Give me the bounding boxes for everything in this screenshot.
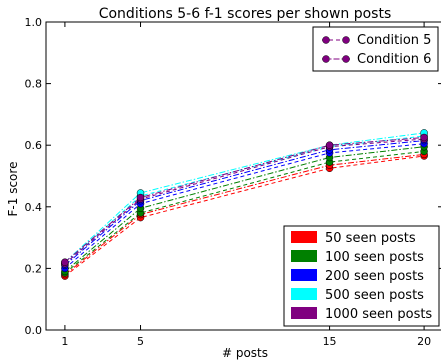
y-tick-label: 0.4 xyxy=(25,201,43,214)
color-legend: 50 seen posts 100 seen posts 200 seen post… xyxy=(283,225,440,327)
legend-label-condition-6: Condition 6 xyxy=(357,52,431,67)
chart-title: Conditions 5-6 f-1 scores per shown post… xyxy=(99,6,392,22)
series-line xyxy=(64,132,425,263)
x-tick-label: 20 xyxy=(417,335,431,348)
data-point xyxy=(136,193,145,202)
series-layer xyxy=(61,129,428,280)
legend-label: 100 seen posts xyxy=(325,250,424,265)
series-line xyxy=(64,155,425,277)
legend-swatch xyxy=(291,269,317,281)
legend-swatch xyxy=(291,307,317,319)
series-line xyxy=(64,146,425,272)
y-tick-label: 0.6 xyxy=(25,139,43,152)
y-tick-label: 0.2 xyxy=(25,262,43,275)
legend-swatch xyxy=(291,250,317,262)
series-line xyxy=(64,143,425,269)
x-axis-label: # posts xyxy=(222,346,268,360)
series-line xyxy=(64,138,425,265)
y-tick-label: 1.0 xyxy=(25,16,43,29)
style-legend: Condition 5 Condition 6 xyxy=(312,26,439,72)
legend-label: 50 seen posts xyxy=(325,231,416,246)
series-line xyxy=(64,137,425,263)
series-line xyxy=(64,153,425,275)
y-tick-label: 0.0 xyxy=(25,324,43,337)
legend-marker-condition-6b xyxy=(342,55,350,63)
legend-swatch xyxy=(291,288,317,300)
plot-frame xyxy=(45,21,441,331)
legend-marker-condition-6a xyxy=(322,55,330,63)
series-line xyxy=(64,140,425,266)
legend-marker-condition-5a xyxy=(322,36,330,44)
style-legend-box xyxy=(312,26,439,72)
x-tick-label: 15 xyxy=(323,335,337,348)
legend-swatch xyxy=(291,231,317,243)
data-point xyxy=(325,141,334,149)
y-axis-label: F-1 score xyxy=(6,162,20,217)
legend-label: 1000 seen posts xyxy=(325,307,432,322)
data-point xyxy=(420,133,428,142)
legend-label: 200 seen posts xyxy=(325,269,424,284)
x-tick-label: 5 xyxy=(137,335,144,348)
y-tick-label: 0.8 xyxy=(25,78,43,91)
legend-label-condition-5: Condition 5 xyxy=(357,33,431,48)
axis-ticks: 0.00.20.40.60.81.01 5 15 20 xyxy=(25,16,441,348)
legend-label: 500 seen posts xyxy=(325,288,424,303)
data-point xyxy=(61,258,69,266)
x-tick-label: 1 xyxy=(61,335,68,348)
series-line xyxy=(64,150,425,274)
legend-marker-condition-5b xyxy=(342,36,350,44)
